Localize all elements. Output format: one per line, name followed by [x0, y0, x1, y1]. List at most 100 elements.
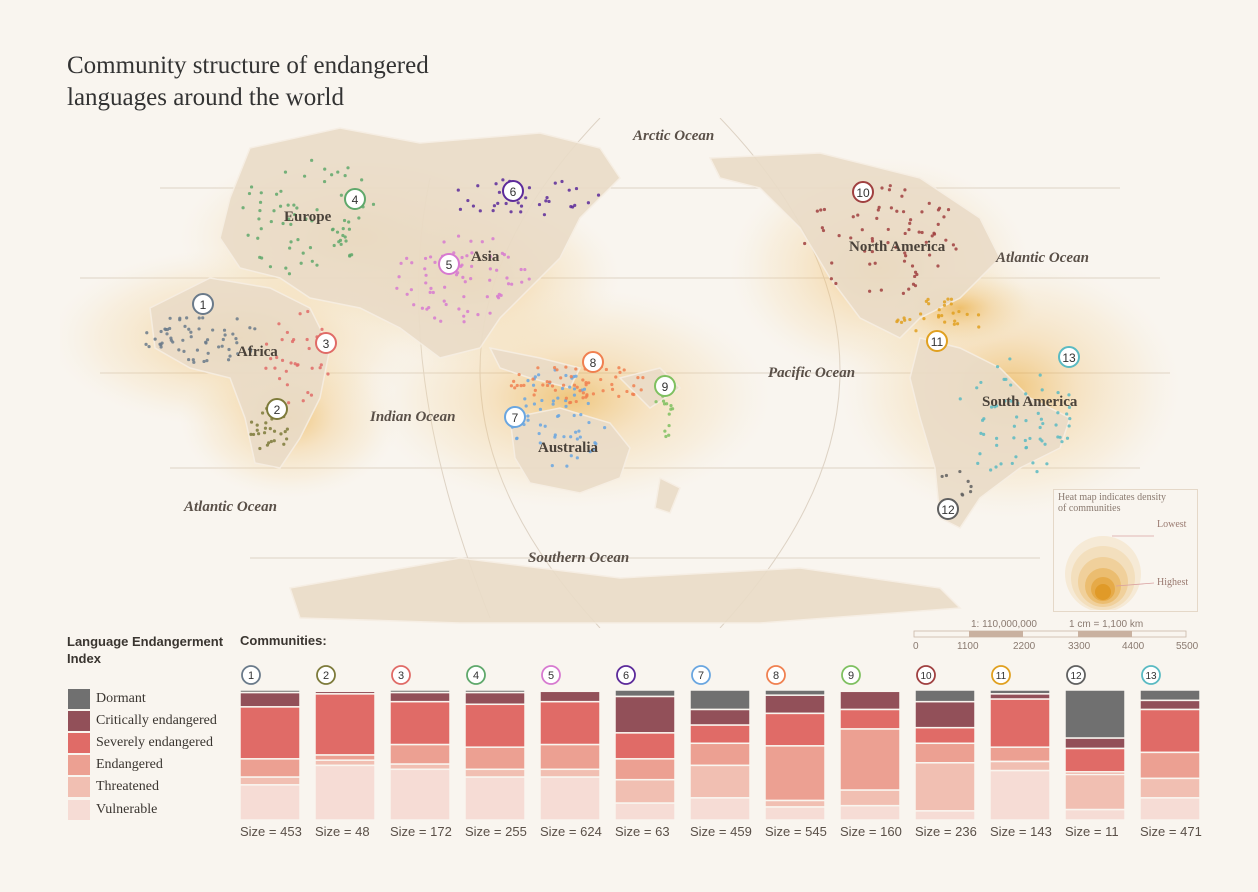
community-dot — [617, 394, 621, 398]
community-dot — [834, 281, 838, 286]
community-dot — [568, 401, 572, 405]
size-label: Size = 143 — [990, 824, 1052, 839]
community-dot — [966, 479, 970, 483]
community-dot — [339, 242, 343, 246]
arctic-ocean-label: Arctic Ocean — [632, 128, 714, 144]
legend-title: Language Endangerment Index — [67, 634, 224, 666]
community-badge: 12 — [1066, 665, 1086, 685]
community-dot — [565, 464, 569, 468]
community-dot — [272, 439, 276, 443]
community-dot — [953, 319, 957, 323]
badge-label: 2 — [323, 670, 329, 682]
community-dot — [540, 398, 544, 403]
community-dot — [519, 204, 524, 208]
badge-circle — [841, 665, 861, 685]
community-dot — [160, 341, 164, 345]
community-dot — [533, 388, 537, 392]
community-dot — [951, 243, 956, 247]
community-dot — [538, 423, 543, 427]
community-dot — [343, 235, 347, 239]
community-dot — [280, 338, 284, 342]
badge-label: 13 — [1145, 671, 1157, 682]
community-dot — [551, 402, 555, 406]
community-badge: 6 — [616, 665, 636, 685]
community-dot — [856, 213, 860, 217]
community-dot — [1024, 445, 1029, 450]
community-dot — [191, 358, 195, 362]
community-dot — [1058, 435, 1062, 439]
community-dot — [339, 193, 343, 197]
badge-label: 3 — [398, 670, 404, 682]
community-dot — [545, 383, 550, 388]
community-dot — [803, 241, 807, 246]
community-dot — [301, 251, 305, 255]
community-dot — [538, 407, 543, 411]
community-dot — [1014, 455, 1018, 459]
community-dot — [919, 312, 923, 316]
community-dot — [641, 376, 645, 380]
community-dot — [279, 189, 283, 193]
community-dot — [259, 227, 263, 231]
community-dot — [292, 337, 296, 342]
community-dot — [470, 264, 474, 268]
community-dot — [272, 209, 276, 213]
community-dot — [283, 170, 288, 174]
legend-item-vulnerable: Vulnerable — [68, 800, 157, 820]
pacific-ocean-label: Pacific Ocean — [768, 365, 855, 381]
bar-segment — [314, 759, 376, 767]
north-america-label: North America — [849, 239, 946, 255]
community-dot — [979, 380, 983, 385]
community-dot — [277, 322, 281, 326]
community-dot — [178, 316, 182, 320]
bar-segment — [1064, 747, 1126, 773]
community-dot — [849, 236, 853, 240]
community-dot — [569, 375, 573, 379]
community-dot — [617, 366, 621, 370]
community-dot — [249, 185, 254, 189]
community-dot — [1041, 421, 1045, 426]
community-dot — [610, 387, 615, 391]
badge-label: 5 — [548, 670, 554, 682]
legend-label: Severely endangered — [96, 735, 213, 750]
community-dot — [577, 429, 581, 433]
community-dot — [168, 326, 172, 331]
community-badge: 8 — [766, 665, 786, 685]
map-marker-label: 8 — [590, 356, 597, 370]
community-dot — [509, 384, 513, 388]
community-dot — [937, 313, 941, 318]
community-dot — [269, 219, 273, 224]
bar-segment — [989, 746, 1051, 763]
community-dot — [295, 206, 299, 210]
community-badge: 13 — [1141, 665, 1161, 685]
community-dot — [548, 380, 552, 384]
community-dot — [318, 366, 322, 370]
community-dot — [488, 278, 492, 282]
community-dot — [994, 465, 998, 469]
community-dot — [320, 327, 324, 331]
community-dot — [995, 365, 1000, 369]
community-dot — [287, 401, 291, 405]
community-dot — [969, 484, 973, 489]
community-dot — [462, 295, 466, 299]
community-dot — [268, 265, 273, 269]
community-dot — [1035, 470, 1039, 474]
badge-circle — [391, 665, 411, 685]
community-dot — [896, 318, 900, 322]
community-dot — [195, 348, 200, 352]
indian-ocean-label: Indian Ocean — [369, 409, 455, 425]
map-marker-circle — [192, 293, 214, 315]
bar-segment — [389, 743, 451, 765]
community-dot — [904, 254, 908, 258]
badge-circle — [541, 665, 561, 685]
bar-segment — [689, 708, 751, 726]
community-dot — [236, 352, 240, 356]
community-dot — [335, 230, 340, 234]
badge-circle — [466, 665, 486, 685]
community-dot — [886, 241, 890, 245]
community-dot — [903, 251, 907, 255]
community-dot — [405, 256, 409, 260]
community-dot — [165, 332, 169, 336]
community-dot — [821, 228, 826, 233]
community-dot — [357, 216, 361, 220]
community-dot — [292, 212, 297, 217]
